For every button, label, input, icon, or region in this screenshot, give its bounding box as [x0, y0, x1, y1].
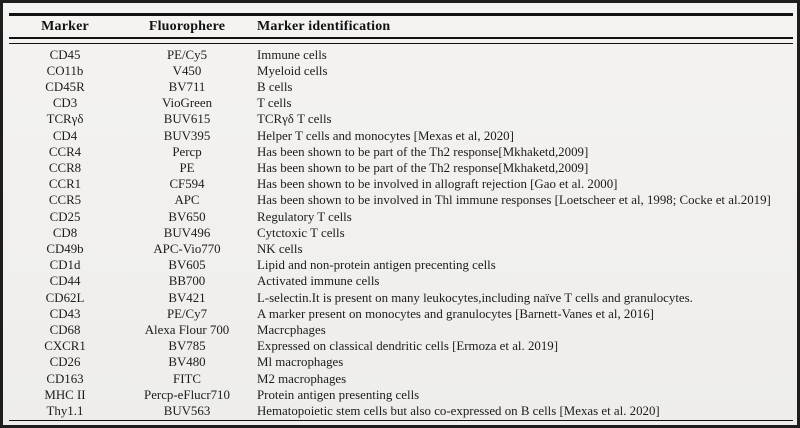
marker-cell: CD49b: [46, 241, 84, 256]
fluorophore-cell: BV480: [168, 355, 206, 370]
identification-cell: Helper T cells and monocytes [Mexas et a…: [257, 128, 514, 143]
fluorophore-cell: BUV496: [163, 225, 211, 240]
identification-cell: A marker present on monocytes and granul…: [257, 306, 654, 321]
fluorophore-cell: BV605: [168, 258, 206, 273]
identification-cell: Regulatory T cells: [257, 209, 352, 224]
identification-cell: Myeloid cells: [257, 63, 328, 78]
marker-cell: CO11b: [46, 63, 84, 78]
header-double-rule: [9, 37, 793, 44]
fluorophore-cell: BV421: [168, 290, 206, 305]
marker-cell: CXCR1: [44, 339, 86, 354]
marker-cell: MHC II: [44, 387, 86, 402]
column-header-marker: Marker: [41, 19, 89, 34]
fluorophore-cell: BV711: [168, 79, 206, 94]
fluorophore-cell: BUV563: [163, 403, 211, 418]
identification-cell: Has been shown to be involved in allogra…: [257, 177, 618, 192]
identification-cell: Has been shown to be part of the Th2 res…: [257, 160, 589, 175]
fluorophore-cell: Alexa Flour 700: [144, 322, 230, 337]
marker-table: Marker Fluorophere Marker identification…: [9, 13, 793, 422]
marker-cell: CD26: [49, 355, 81, 370]
fluorophore-cell: V450: [172, 63, 202, 78]
fluorophore-cell: APC: [174, 193, 200, 208]
identification-cell: L-selectin.It is present on many leukocy…: [257, 290, 693, 305]
marker-cell: CD45: [49, 47, 81, 62]
header-top-rule: [9, 13, 793, 16]
identification-cell: Expressed on classical dendritic cells […: [257, 339, 559, 354]
marker-cell: CD25: [49, 209, 81, 224]
fluorophore-cell: BUV395: [163, 128, 211, 143]
fluorophore-cell: APC-Vio770: [153, 241, 221, 256]
fluorophore-cell: PE: [179, 160, 195, 175]
identification-cell: NK cells: [257, 241, 303, 256]
identification-cell: Cytctoxic T cells: [257, 225, 345, 240]
marker-cell: CD62L: [45, 290, 85, 305]
fluorophore-cell: BB700: [168, 274, 206, 289]
fluorophore-cell: PE/Cy7: [166, 306, 208, 321]
column-header-identification: Marker identification: [257, 19, 391, 34]
marker-cell: CD44: [49, 274, 81, 289]
marker-cell: CCR1: [48, 177, 82, 192]
fluorophore-cell: BUV615: [163, 112, 211, 127]
marker-cell: CD68: [49, 322, 81, 337]
column-header-fluorophore: Fluorophere: [148, 19, 226, 34]
fluorophore-cell: Percp-eFlucr710: [144, 387, 230, 402]
fluorophore-cell: FITC: [173, 371, 201, 386]
identification-cell: Immune cells: [257, 47, 327, 62]
identification-cell: Has been shown to be involved in Thl imm…: [257, 193, 771, 208]
identification-cell: M2 macrophages: [257, 371, 347, 386]
marker-cell: CCR8: [48, 160, 82, 175]
identification-cell: Macrcphages: [257, 322, 326, 337]
marker-cell: CD43: [49, 306, 81, 321]
marker-cell: CCR5: [48, 193, 82, 208]
fluorophore-cell: VioGreen: [161, 96, 213, 111]
fluorophore-cell: PE/Cy5: [166, 47, 208, 62]
fluorophore-cell: BV785: [168, 339, 206, 354]
marker-cell: CD45R: [45, 79, 85, 94]
fluorophore-cell: Percp: [172, 144, 202, 159]
identification-cell: Ml macrophages: [257, 355, 344, 370]
identification-cell: TCRγδ T cells: [257, 112, 332, 127]
identification-cell: B cells: [257, 79, 293, 94]
marker-cell: CD1d: [49, 258, 81, 273]
marker-cell: TCRγδ: [46, 112, 84, 127]
identification-cell: Protein antigen presenting cells: [257, 387, 420, 402]
marker-cell: CD8: [52, 225, 78, 240]
identification-cell: Has been shown to be part of the Th2 res…: [257, 144, 589, 159]
identification-cell: Activated immune cells: [257, 274, 380, 289]
marker-cell: CD163: [46, 371, 84, 386]
table-bottom-rule: [9, 420, 793, 422]
marker-cell: CD3: [52, 96, 78, 111]
identification-cell: Lipid and non-protein antigen precenting…: [257, 258, 496, 273]
marker-cell: Thy1.1: [46, 403, 84, 418]
fluorophore-cell: CF594: [169, 177, 205, 192]
fluorophore-cell: BV650: [168, 209, 206, 224]
identification-cell: T cells: [257, 96, 292, 111]
identification-cell: Hematopoietic stem cells but also co-exp…: [257, 403, 660, 418]
marker-cell: CD4: [52, 128, 78, 143]
marker-cell: CCR4: [48, 144, 82, 159]
